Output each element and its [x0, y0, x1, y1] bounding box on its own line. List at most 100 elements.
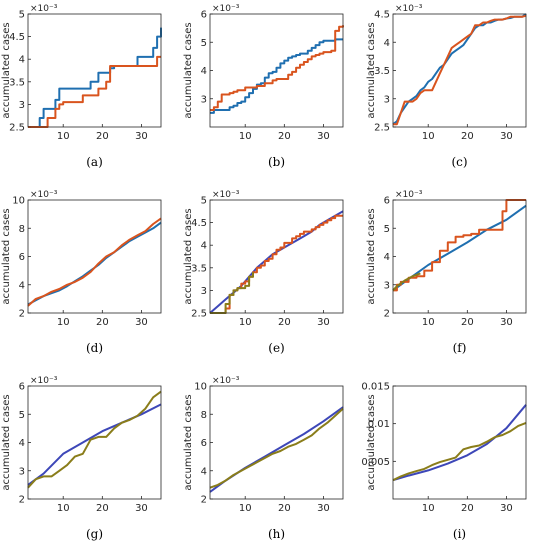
- y-tick-label: 3.5: [374, 66, 390, 77]
- x-tick-label: 10: [422, 503, 435, 514]
- axis-exponent: ×10⁻³: [395, 190, 423, 200]
- y-axis-label: accumulated cases: [366, 22, 377, 118]
- y-axis-label: accumulated cases: [1, 208, 12, 304]
- y-tick-label: 4: [201, 466, 207, 477]
- y-axis-label: accumulated cases: [366, 208, 377, 304]
- panel-caption: (b): [268, 155, 285, 169]
- y-tick-label: 2: [201, 495, 207, 506]
- y-tick-label: 0.01: [368, 419, 390, 430]
- series-line-2: [27, 217, 162, 307]
- y-tick-label: 2: [384, 309, 390, 320]
- series-line-1: [392, 404, 527, 482]
- y-axis-label: accumulated cases: [366, 394, 377, 490]
- y-tick-label: 3.5: [9, 77, 25, 88]
- y-tick-label: 6: [201, 10, 207, 21]
- y-tick-label: 3: [384, 280, 390, 291]
- y-tick-label: 3: [19, 100, 25, 111]
- y-tick-label: 8: [201, 410, 207, 421]
- x-tick-label: 20: [96, 317, 109, 328]
- panel-caption: (c): [451, 155, 467, 169]
- y-axis-label: accumulated cases: [183, 208, 194, 304]
- series-line-2: [392, 421, 527, 482]
- panel-g: 2 3 4 5 6 10 20 30 ×10⁻³ accumulated cases (g): [1, 376, 162, 541]
- y-tick-label: 4: [19, 438, 25, 449]
- axis-exponent: ×10⁻³: [30, 4, 58, 14]
- panel-d: 2 4 6 8 10 10 20 30 ×10⁻³ accumulated cases (d): [1, 190, 162, 355]
- y-axis-label: accumulated cases: [183, 394, 194, 490]
- y-axis-label: accumulated cases: [1, 22, 12, 118]
- y-tick-label: 3: [19, 466, 25, 477]
- y-axis-label: accumulated cases: [1, 394, 12, 490]
- series-line-3: [210, 272, 254, 314]
- panel-caption: (a): [86, 155, 103, 169]
- axis-exponent: ×10⁻³: [395, 4, 423, 14]
- panel-caption: (f): [453, 341, 467, 355]
- panel-i: 0.005 0.01 0.015 10 20 30 accumulated cases (i): [361, 382, 527, 541]
- x-tick-label: 10: [239, 131, 252, 142]
- y-tick-label: 10: [12, 196, 25, 207]
- y-tick-label: 5: [201, 38, 207, 49]
- y-tick-label: 5: [19, 10, 25, 21]
- series-line-1: [28, 27, 162, 128]
- y-tick-label: 4.5: [9, 32, 25, 43]
- x-tick-label: 20: [96, 131, 109, 142]
- y-tick-label: 5: [19, 410, 25, 421]
- axes-box: [209, 199, 344, 314]
- x-tick-label: 10: [57, 131, 70, 142]
- axes-box: [27, 13, 162, 128]
- panel-e: 2.5 3 3.5 4 4.5 5 10 20 30 ×10⁻³ accumulated cases…: [183, 190, 344, 355]
- series-line-3: [392, 272, 421, 292]
- y-tick-label: 3: [384, 94, 390, 105]
- y-tick-label: 3: [201, 286, 207, 297]
- x-tick-label: 10: [57, 317, 70, 328]
- series-line-2: [209, 407, 344, 489]
- panel-caption: (h): [268, 527, 285, 541]
- series-line-2: [27, 390, 162, 489]
- axis-exponent: ×10⁻³: [30, 190, 58, 200]
- y-tick-label: 6: [201, 438, 207, 449]
- x-tick-label: 30: [135, 317, 148, 328]
- y-tick-label: 2: [19, 495, 25, 506]
- axis-exponent: ×10⁻³: [212, 4, 240, 14]
- x-tick-label: 20: [278, 317, 291, 328]
- y-tick-label: 4: [201, 66, 207, 77]
- panel-caption: (e): [268, 341, 284, 355]
- series-line-1: [392, 13, 527, 126]
- series-line-2: [393, 14, 527, 126]
- panel-b: 3 4 5 6 10 20 30 ×10⁻³ accumulated cases (b): [183, 4, 344, 169]
- x-tick-label: 30: [135, 503, 148, 514]
- panel-f: 2 3 4 5 6 10 20 30 ×10⁻³ accumulated cases (f): [366, 190, 527, 355]
- x-tick-label: 30: [135, 131, 148, 142]
- x-tick-label: 30: [500, 131, 513, 142]
- x-tick-label: 20: [461, 317, 474, 328]
- panel-h: 2 4 6 8 10 10 20 30 ×10⁻³ accumulated cases (h): [183, 376, 344, 541]
- y-tick-label: 0.015: [361, 382, 390, 393]
- axes-box: [27, 199, 162, 314]
- series-line-1: [27, 403, 162, 486]
- x-tick-label: 30: [317, 131, 330, 142]
- y-tick-label: 6: [19, 382, 25, 393]
- axis-exponent: ×10⁻³: [212, 376, 240, 386]
- x-tick-label: 10: [239, 317, 252, 328]
- x-tick-label: 30: [500, 503, 513, 514]
- axes-box: [392, 13, 527, 128]
- x-tick-label: 30: [500, 317, 513, 328]
- y-tick-label: 0.005: [361, 457, 390, 468]
- panel-c: 2.5 3 3.5 4 4.5 10 20 30 ×10⁻³ accumulated cases (…: [366, 4, 527, 169]
- y-tick-label: 4: [384, 252, 390, 263]
- series-line-2: [28, 55, 161, 128]
- y-tick-label: 4.5: [191, 218, 207, 229]
- panel-caption: (g): [86, 527, 103, 541]
- y-tick-label: 4: [384, 38, 390, 49]
- y-tick-label: 3: [201, 94, 207, 105]
- y-tick-label: 4: [201, 241, 207, 252]
- y-tick-label: 2.5: [191, 309, 207, 320]
- y-tick-label: 6: [19, 252, 25, 263]
- x-tick-label: 20: [278, 503, 291, 514]
- series-line-2: [210, 25, 344, 111]
- x-tick-label: 10: [422, 317, 435, 328]
- axes-box: [27, 385, 162, 500]
- series-line-1: [209, 406, 344, 493]
- x-tick-label: 10: [57, 503, 70, 514]
- y-tick-label: 4.5: [374, 10, 390, 21]
